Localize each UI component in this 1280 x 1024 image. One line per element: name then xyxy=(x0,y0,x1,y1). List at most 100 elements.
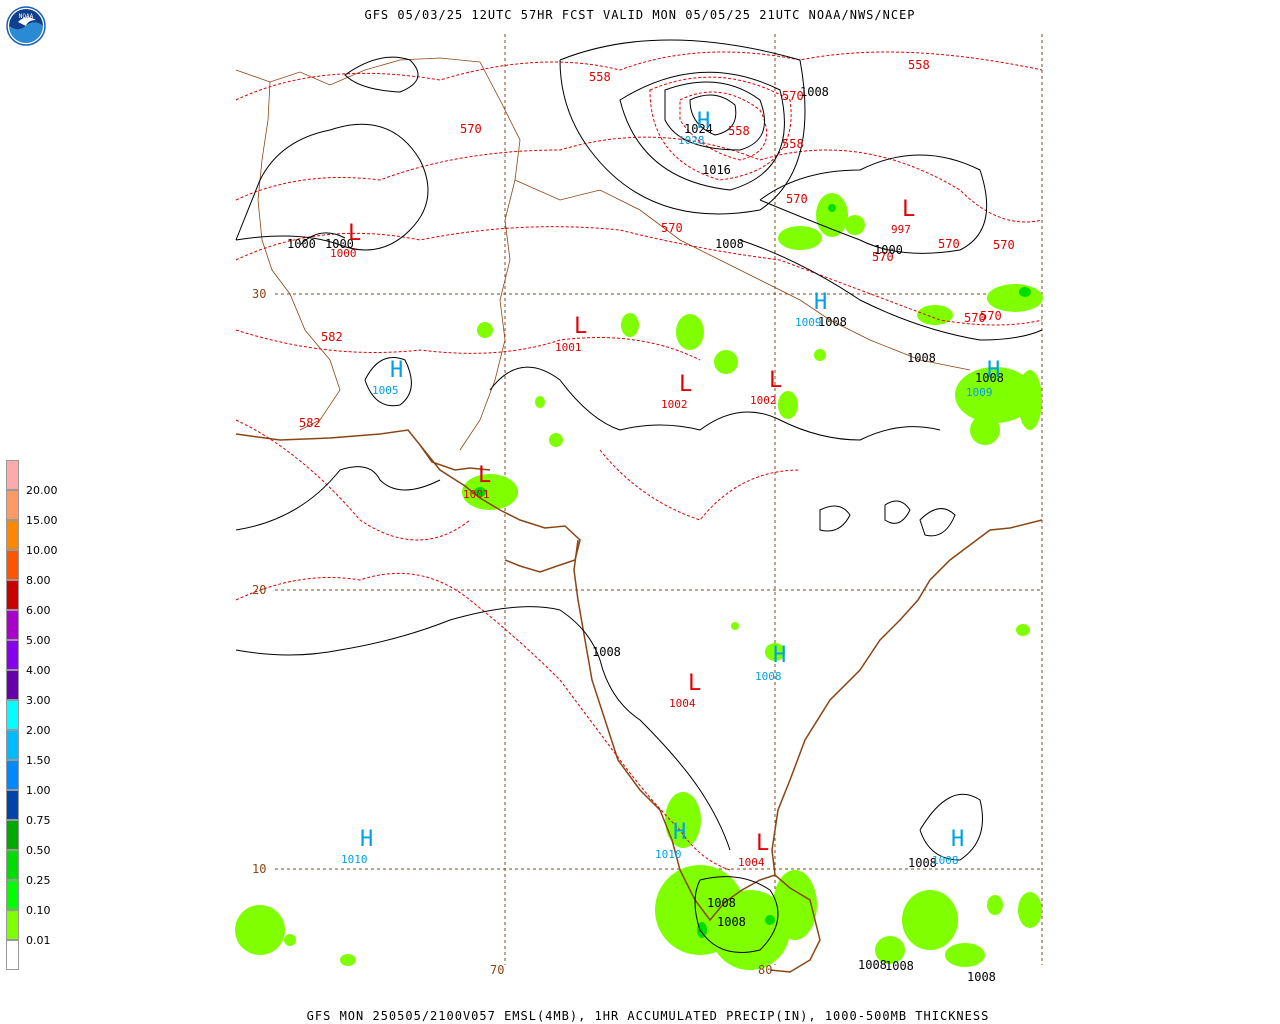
high-centers: H 1028 H 1005 H 1009 H 1009 H 1008 H 101… xyxy=(341,109,1000,867)
legend-swatch xyxy=(6,490,19,520)
legend-level-label: 10.00 xyxy=(26,544,58,557)
legend-swatch xyxy=(6,730,19,760)
isobar-label: 1008 xyxy=(858,958,887,972)
thickness-label: 558 xyxy=(728,124,750,138)
legend-level-label: 0.01 xyxy=(26,934,51,947)
low-value: 1001 xyxy=(555,341,582,354)
lon-label-80: 80 xyxy=(758,963,772,977)
thickness-label: 582 xyxy=(299,416,321,430)
high-letter: H xyxy=(360,827,373,852)
map-title: GFS 05/03/25 12UTC 57HR FCST VALID MON 0… xyxy=(364,8,916,22)
low-letter: L xyxy=(679,372,692,397)
coastline xyxy=(235,429,1043,973)
low-value: 1001 xyxy=(463,488,490,501)
legend-level-label: 2.00 xyxy=(26,724,51,737)
low-letter: L xyxy=(756,831,769,856)
lat-label-20: 20 xyxy=(252,583,266,597)
high-value: 1009 xyxy=(966,386,993,399)
low-letter: L xyxy=(688,671,701,696)
isobar-label: 1016 xyxy=(702,163,731,177)
isobar-label: 1000 xyxy=(325,237,354,251)
isobar-label: 1008 xyxy=(818,315,847,329)
legend-swatch xyxy=(6,910,19,940)
legend-swatch xyxy=(6,790,19,820)
thickness-label: 570 xyxy=(993,238,1015,252)
noaa-logo-icon: NOAA xyxy=(6,6,46,46)
legend-swatch xyxy=(6,670,19,700)
legend-swatch xyxy=(6,940,19,970)
legend-swatch xyxy=(6,640,19,670)
legend-level-label: 0.10 xyxy=(26,904,51,917)
legend-level-label: 0.25 xyxy=(26,874,51,887)
low-value: 1004 xyxy=(669,697,696,710)
precip-areas xyxy=(235,193,1043,970)
high-letter: H xyxy=(987,358,1000,383)
thickness-label: 558 xyxy=(589,70,611,84)
thickness-label: 558 xyxy=(908,58,930,72)
legend-swatch xyxy=(6,580,19,610)
low-value: 997 xyxy=(891,223,911,236)
low-value: 1004 xyxy=(738,856,765,869)
low-letter: L xyxy=(769,368,782,393)
legend-level-label: 4.00 xyxy=(26,664,51,677)
thickness-label: 558 xyxy=(782,137,804,151)
thickness-contours xyxy=(235,51,1043,871)
low-letter: L xyxy=(348,221,361,246)
legend-swatch xyxy=(6,880,19,910)
legend-swatch xyxy=(6,850,19,880)
legend-level-label: 15.00 xyxy=(26,514,58,527)
high-letter: H xyxy=(773,643,786,668)
legend-swatch xyxy=(6,760,19,790)
high-value: 1028 xyxy=(678,134,705,147)
thickness-label: 570 xyxy=(786,192,808,206)
legend-swatch xyxy=(6,700,19,730)
isobar-label: 1008 xyxy=(967,970,996,984)
isobar-label: 1008 xyxy=(715,237,744,251)
low-letter: L xyxy=(478,463,491,488)
thickness-label: 570 xyxy=(460,122,482,136)
thickness-label: 570 xyxy=(782,89,804,103)
isobar-label: 1008 xyxy=(800,85,829,99)
lat-label-10: 10 xyxy=(252,862,266,876)
legend-level-label: 5.00 xyxy=(26,634,51,647)
high-value: 1010 xyxy=(341,853,368,866)
isobar-label: 1008 xyxy=(717,915,746,929)
isobar-label: 1008 xyxy=(707,896,736,910)
high-value: 1009 xyxy=(795,316,822,329)
legend-level-label: 20.00 xyxy=(26,484,58,497)
low-centers: L 1000 L 1001 L 1002 L 1002 L 1001 L 100… xyxy=(330,197,915,869)
legend-level-label: 1.00 xyxy=(26,784,51,797)
high-value: 1005 xyxy=(372,384,399,397)
thickness-labels: 558 570 558 558 570 570 570 570 570 582 … xyxy=(299,58,1015,430)
high-value: 1008 xyxy=(755,670,782,683)
grid-labels: 30 20 10 70 80 xyxy=(252,287,772,977)
thickness-label: 570 xyxy=(872,250,894,264)
map-caption: GFS MON 250505/2100V057 EMSL(4MB), 1HR A… xyxy=(306,1009,990,1023)
isobar-label: 1008 xyxy=(592,645,621,659)
low-value: 1002 xyxy=(661,398,688,411)
high-value: 1010 xyxy=(655,848,682,861)
thickness-label: 570 xyxy=(980,309,1002,323)
high-letter: H xyxy=(814,290,827,315)
legend-level-label: 0.50 xyxy=(26,844,51,857)
lat-lon-grid xyxy=(275,34,1043,965)
thickness-label: 582 xyxy=(321,330,343,344)
legend-swatch xyxy=(6,550,19,580)
precip-legend: 20.00 15.00 10.00 8.00 6.00 5.00 4.00 3.00 2.00 1… xyxy=(6,460,62,974)
isobars xyxy=(235,39,1043,953)
legend-swatch xyxy=(6,820,19,850)
legend-swatch xyxy=(6,610,19,640)
high-letter: H xyxy=(390,358,403,383)
high-letter: H xyxy=(673,820,686,845)
isobar-label: 1000 xyxy=(287,237,316,251)
thickness-label: 570 xyxy=(964,311,986,325)
low-value: 1000 xyxy=(330,247,357,260)
isobar-label: 1024 xyxy=(684,122,713,136)
high-letter: H xyxy=(951,827,964,852)
legend-level-label: 1.50 xyxy=(26,754,51,767)
legend-swatch xyxy=(6,520,19,550)
isobar-labels: 1000 1000 1024 1016 1008 1008 1000 1008 … xyxy=(287,85,1004,984)
legend-swatch xyxy=(6,460,19,490)
low-value: 1002 xyxy=(750,394,777,407)
